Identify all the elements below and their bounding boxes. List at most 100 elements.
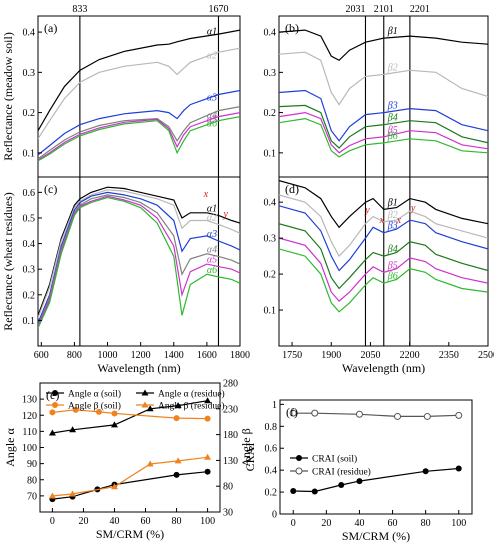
data-point: [204, 397, 212, 404]
series-line: [52, 471, 208, 500]
y-tick-label: 0.6: [23, 188, 36, 199]
data-point: [204, 415, 211, 422]
y-tick-label: 80: [27, 475, 37, 486]
y2-axis-label: Angle β: [239, 428, 253, 466]
y-tick-label: 0.1: [23, 316, 36, 327]
legend-marker: [141, 389, 149, 396]
y-tick-label: 0.4: [23, 28, 36, 39]
annotation-label: x: [203, 189, 209, 200]
x-tick-label: 60: [388, 518, 398, 529]
y-tick-label: 0.1: [23, 148, 36, 159]
series-line: [38, 191, 240, 324]
data-point: [146, 405, 154, 412]
series-label: β4: [387, 244, 398, 255]
data-point: [422, 468, 429, 475]
y-tick-label: 0.3: [23, 265, 36, 276]
series-line: [279, 223, 488, 290]
series-line: [279, 248, 488, 313]
series-line: [279, 111, 488, 154]
data-point: [338, 481, 345, 488]
series-label: β6: [387, 271, 398, 282]
panel-tag: (b): [285, 21, 299, 35]
data-point: [110, 421, 118, 428]
legend-marker: [52, 390, 58, 396]
data-point: [72, 406, 79, 413]
series-line: [279, 237, 488, 302]
data-point: [174, 402, 182, 409]
data-point: [146, 460, 154, 467]
x-tick-label: 2200: [400, 350, 420, 361]
series-line: [279, 51, 488, 106]
y-tick-label: 0.1: [264, 306, 277, 317]
y2-tick-label: 130: [223, 456, 238, 467]
y2-tick-label: 30: [223, 508, 233, 519]
series-label: α2: [207, 212, 217, 223]
data-point: [455, 411, 463, 419]
y-tick-label: 0.4: [265, 466, 278, 477]
series-line: [38, 196, 240, 329]
panel-tag: (a): [44, 21, 57, 35]
panel-tag: (e): [46, 388, 59, 402]
data-point: [311, 409, 319, 417]
series-label: α3: [207, 93, 217, 104]
legend-label: Angle α (soil): [68, 389, 121, 400]
series-line: [279, 180, 488, 229]
series-label: β2: [387, 210, 398, 221]
y2-tick-label: 80: [223, 482, 233, 493]
legend-marker: [295, 467, 303, 475]
y-tick-label: 70: [27, 491, 37, 502]
panel-5: 70 80 90 100 110 120 130 30 80 130 180 230 280 0 20 40 6…: [3, 379, 253, 542]
x-axis-label: SM/CRM (%): [342, 529, 410, 543]
series-label: β5: [387, 125, 398, 136]
legend-marker: [296, 455, 302, 461]
data-point: [95, 408, 102, 415]
y-tick-label: 0.2: [23, 290, 36, 301]
series-label: α6: [207, 119, 217, 130]
x-tick-label: 1900: [321, 350, 341, 361]
series-label: β6: [387, 131, 398, 142]
y-tick-label: 0.1: [264, 148, 277, 159]
data-point: [290, 487, 297, 494]
data-point: [174, 457, 182, 464]
y-tick-label: 0.2: [265, 488, 278, 499]
x-tick-label: 0: [50, 516, 55, 527]
data-point: [69, 490, 77, 497]
series-line: [279, 29, 488, 62]
x-tick-label: 2350: [439, 350, 459, 361]
top-tick-label: 2201: [410, 4, 430, 15]
x-axis-label: Wavelength (nm): [342, 361, 425, 375]
x-tick-label: 1400: [164, 350, 184, 361]
y-tick-label: 100: [22, 443, 37, 454]
series-label: β5: [387, 260, 398, 271]
y2-tick-label: 180: [223, 430, 238, 441]
x-tick-label: 100: [451, 518, 466, 529]
series-label: α3: [207, 229, 217, 240]
y-tick-label: 0.3: [264, 68, 277, 79]
legend-label: Angle β (soil): [68, 401, 121, 412]
x-tick-label: 40: [109, 516, 119, 527]
legend-marker: [52, 402, 58, 408]
series-label: α4: [207, 111, 217, 122]
x-tick-label: 20: [321, 518, 331, 529]
series-line: [279, 117, 488, 158]
x-tick-label: 1200: [131, 350, 151, 361]
series-line: [52, 456, 208, 497]
data-point: [355, 410, 363, 418]
data-point: [423, 412, 431, 420]
x-tick-label: 80: [421, 518, 431, 529]
series-label: β1: [387, 197, 398, 208]
series-label: α2: [207, 50, 217, 61]
series-label: β4: [387, 113, 398, 124]
x-tick-label: 2500: [478, 350, 494, 361]
top-tick-label: 833: [72, 4, 87, 15]
series-line: [52, 409, 208, 420]
series-label: β2: [387, 62, 398, 73]
y-tick-label: 0.2: [264, 108, 277, 119]
y-tick-label: 0.3: [264, 234, 277, 245]
panel-tag: (c): [44, 182, 57, 196]
y2-tick-label: 230: [223, 404, 238, 415]
top-tick-label: 1670: [208, 4, 228, 15]
annotation-label: x: [396, 215, 402, 226]
x-tick-label: 600: [34, 350, 49, 361]
